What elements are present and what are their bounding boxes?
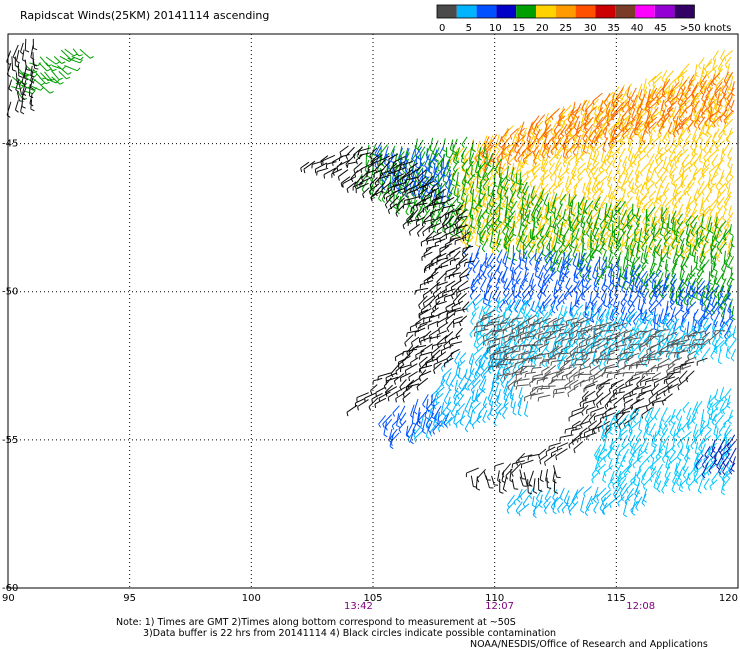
lon-tick-label: 90 — [2, 593, 15, 604]
colorbar-swatch — [595, 5, 616, 18]
colorbar-label: 40 — [631, 23, 644, 34]
wind-barbs — [591, 386, 734, 496]
colorbar-swatch — [437, 5, 457, 18]
longitude-tick-labels: 90 95 100 105 110 115 120 — [2, 593, 738, 604]
colorbar-swatch — [516, 5, 536, 18]
colorbar-swatch — [555, 5, 576, 18]
wind-barbs — [378, 394, 450, 450]
wind-barbs — [695, 434, 737, 479]
wind-region-calm-west-arm — [300, 145, 475, 417]
wind-region-calm-center — [473, 310, 726, 402]
pass-time-label: 12:07 — [485, 601, 514, 612]
lat-tick-label: -50 — [2, 287, 18, 298]
lon-tick-label: 120 — [719, 593, 738, 604]
wind-region-south-dark-tail — [470, 465, 561, 495]
wind-barbs — [465, 357, 708, 483]
wind-barbs — [11, 48, 94, 100]
wind-barbs — [6, 38, 39, 118]
wind-barbs-layer — [6, 38, 737, 518]
pass-time-label: 13:42 — [344, 601, 373, 612]
colorbar-label: 10 — [489, 23, 502, 34]
lon-tick-label: 110 — [485, 593, 504, 604]
colorbar-label: 20 — [536, 23, 549, 34]
colorbar-label: 30 — [584, 23, 597, 34]
pass-time-labels: 13:42 12:07 12:08 — [344, 601, 655, 612]
wind-region-nw-corner-calm — [6, 38, 39, 118]
colorbar-swatch — [615, 5, 635, 18]
note-line-2: 3)Data buffer is 22 hrs from 20141114 4)… — [143, 628, 556, 639]
latitude-tick-labels: -45 -50 -55 -60 — [2, 139, 18, 594]
colorbar-swatch — [575, 5, 596, 18]
wind-barbs — [300, 145, 475, 417]
wind-barbs — [506, 482, 648, 518]
wind-region-south-cyan — [591, 386, 734, 496]
colorbar-label: 15 — [512, 23, 525, 34]
wind-region-south-tail — [506, 482, 648, 518]
colorbar-swatch — [674, 5, 695, 18]
colorbar-swatch — [654, 5, 675, 18]
wind-speed-colorbar: 0 5 10 15 20 25 30 35 40 45 >50 knots — [436, 4, 732, 34]
colorbar-swatch — [635, 5, 655, 18]
note-line-3: NOAA/NESDIS/Office of Research and Appli… — [470, 639, 708, 650]
colorbar-label: 0 — [439, 23, 445, 34]
colorbar-swatch — [536, 5, 556, 18]
lon-tick-label: 105 — [363, 593, 382, 604]
wind-region-nw-corner — [11, 48, 94, 100]
colorbar-outline — [436, 4, 695, 19]
lat-tick-label: -55 — [2, 435, 18, 446]
colorbar-label: 25 — [559, 23, 572, 34]
wind-region-calm-south-arm — [465, 357, 708, 483]
wind-region-north-orange-band — [475, 71, 735, 174]
wind-barbs — [470, 465, 561, 495]
wind-barbs — [473, 310, 726, 402]
wind-region-north-green — [355, 136, 736, 321]
colorbar-label: 35 — [607, 23, 620, 34]
lat-tick-label: -60 — [2, 583, 18, 594]
colorbar-swatch — [496, 5, 517, 18]
lon-tick-label: 115 — [607, 593, 626, 604]
map-frame — [7, 33, 739, 589]
map-title: Rapidscat Winds(25KM) 20141114 ascending — [20, 9, 269, 22]
lat-tick-label: -45 — [2, 139, 18, 150]
wind-region-lower-blue — [378, 394, 450, 450]
colorbar-swatch — [456, 5, 477, 18]
lon-tick-label: 100 — [242, 593, 261, 604]
colorbar-label: >50 knots — [680, 23, 732, 34]
colorbar-label: 5 — [466, 23, 472, 34]
wind-region-south-dark-blue — [695, 434, 737, 479]
wind-barbs — [355, 136, 736, 321]
colorbar-label: 45 — [654, 23, 667, 34]
colorbar-swatch — [476, 5, 497, 18]
wind-barbs — [475, 71, 735, 174]
pass-time-label: 12:08 — [626, 601, 655, 612]
lon-tick-label: 95 — [123, 593, 136, 604]
note-line-1: Note: 1) Times are GMT 2)Times along bot… — [116, 617, 516, 628]
